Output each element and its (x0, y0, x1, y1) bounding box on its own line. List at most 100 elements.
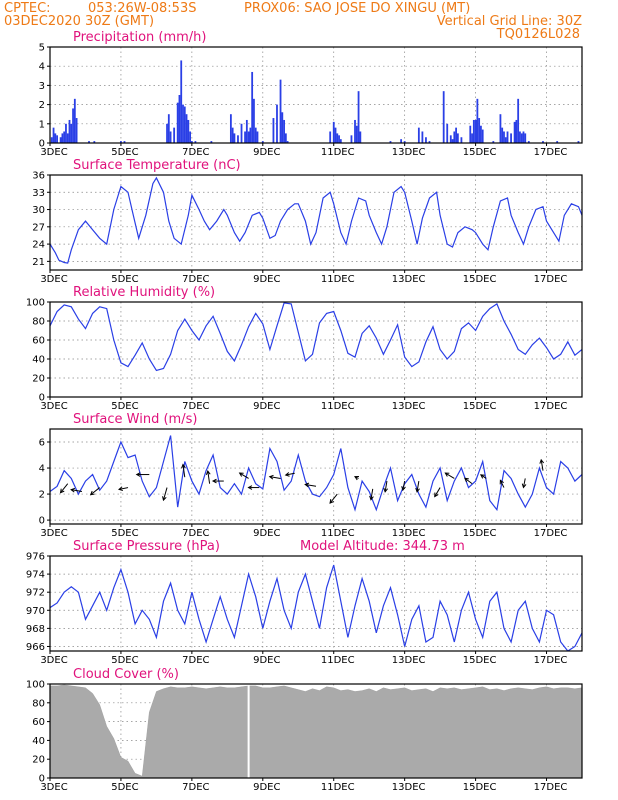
wind-arrow (304, 482, 317, 488)
y-tick-label: 100 (26, 298, 45, 309)
wind-arrow-head (354, 476, 359, 481)
plot-area (50, 176, 582, 264)
wind-arrow-shaft (60, 483, 69, 493)
wind-arrow-shaft (207, 470, 211, 484)
wind-arrow (162, 487, 168, 502)
y-tick-label: 20 (32, 755, 45, 766)
precip-bar (180, 60, 183, 143)
wind-arrow-head (329, 499, 334, 504)
precip-bar (357, 91, 360, 143)
y-tick-label: 0 (39, 516, 45, 527)
wind-arrow (539, 458, 545, 471)
wind-arrow-head (70, 487, 76, 493)
series-line (50, 176, 582, 264)
wind-arrow-shaft (522, 478, 526, 488)
precip-bar (56, 135, 58, 143)
precip-bar (339, 139, 342, 143)
panel-title: Surface Pressure (hPa) (73, 539, 220, 554)
x-tick-label: 3DEC (40, 528, 67, 539)
precip-bar (93, 141, 96, 143)
precip-bar (577, 141, 580, 143)
header-station: PROX06: SAO JOSE DO XINGU (MT) (244, 1, 470, 16)
y-tick-label: 20 (32, 374, 45, 385)
wind-arrow (354, 476, 359, 481)
x-tick-label: 15DEC (463, 528, 497, 539)
x-tick-label: 3DEC (40, 655, 67, 666)
wind-arrow (284, 472, 295, 477)
precip-bar (456, 133, 459, 143)
precip-bar (524, 133, 527, 143)
precip-bar (182, 104, 184, 143)
wind-arrow (415, 480, 420, 493)
wind-arrow (205, 470, 211, 484)
header-grid-note: Vertical Grid Line: 30Z (437, 14, 582, 29)
precip-bar (474, 119, 477, 143)
precip-bar (68, 119, 71, 143)
precip-bar (249, 127, 252, 143)
x-tick-label: 11DEC (321, 147, 355, 158)
precip-bar (272, 118, 275, 143)
panel-0: Precipitation (mm/h) 0 1 2 3 4 5 3DEC 5DEC 7DEC 9D… (39, 30, 583, 158)
header-cptec: CPTEC: (4, 1, 51, 16)
precip-bar (556, 141, 559, 143)
x-tick-label: 5DEC (111, 655, 138, 666)
x-tick-label: 15DEC (463, 147, 497, 158)
wind-arrow-shaft (239, 472, 249, 479)
x-tick-label: 9DEC (253, 401, 280, 412)
precip-bar (176, 102, 179, 143)
y-tick-label: 21 (32, 257, 45, 268)
x-tick-label: 7DEC (182, 528, 209, 539)
wind-arrow-shaft (71, 489, 83, 492)
wind-arrow-head (205, 470, 211, 475)
precip-bar (520, 133, 523, 143)
y-tick-label: 970 (26, 606, 45, 617)
precip-bar (247, 131, 250, 143)
precip-bar (194, 141, 197, 143)
x-tick-label: 11DEC (321, 655, 355, 666)
wind-arrow-head (268, 474, 274, 480)
panel-title: Surface Wind (m/s) (73, 412, 197, 427)
y-tick-label: 33 (32, 188, 45, 199)
panel-1: Surface Temperature (nC) 21 24 27 30 33 36 3DEC… (32, 158, 583, 285)
precip-bar (256, 131, 259, 143)
precip-bar (472, 119, 475, 143)
wind-arrow (499, 479, 505, 488)
x-tick-label: 17DEC (534, 147, 568, 158)
precip-bar (476, 98, 479, 143)
x-tick-label: 13DEC (392, 147, 426, 158)
wind-arrow-shaft (329, 493, 338, 504)
precip-bar (455, 127, 457, 143)
plot-area (50, 302, 582, 372)
precip-bar (499, 114, 502, 143)
x-tick-label: 17DEC (534, 528, 568, 539)
panel-4: Surface Pressure (hPa) 966 968 970 972 974 976… (26, 539, 583, 666)
precip-bar (442, 91, 445, 143)
precip-bar (61, 133, 64, 143)
precip-bar (510, 133, 512, 143)
y-tick-label: 4 (39, 62, 45, 73)
precip-bar (451, 139, 454, 143)
plot-area (50, 684, 582, 778)
wind-arrow (329, 493, 338, 504)
wind-arrow-head (238, 472, 244, 477)
precip-bar (169, 131, 172, 143)
wind-arrow (59, 483, 69, 494)
precip-bar (245, 119, 248, 143)
wind-arrow (118, 486, 129, 492)
x-tick-label: 11DEC (321, 528, 355, 539)
x-tick-label: 13DEC (392, 274, 426, 285)
precip-bar (210, 141, 213, 143)
y-tick-label: 80 (32, 698, 45, 709)
x-tick-label: 5DEC (111, 147, 138, 158)
precip-bar (240, 123, 243, 143)
wind-arrow-shaft (445, 472, 455, 479)
y-tick-label: 974 (26, 570, 45, 581)
panel-frame (49, 301, 583, 398)
wind-arrow (521, 478, 527, 489)
wind-arrow-head (211, 478, 217, 484)
precip-bar (480, 125, 482, 143)
precip-bar (492, 141, 495, 143)
precip-bar (355, 125, 358, 143)
wind-arrow (238, 472, 249, 479)
